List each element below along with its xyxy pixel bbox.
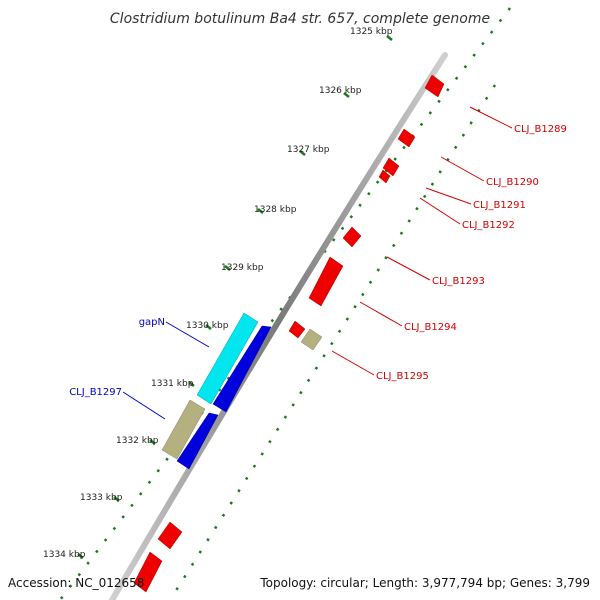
gene-feature-blue-lower[interactable] bbox=[176, 412, 219, 470]
tick-label-1333: 1333 kbp bbox=[80, 493, 123, 503]
reverse-genes bbox=[161, 312, 272, 470]
forward-genes bbox=[133, 74, 445, 593]
gene-label-gapn[interactable]: gapN bbox=[139, 317, 165, 328]
tick-label-1326: 1326 kbp bbox=[319, 86, 362, 96]
gene-label-clj-b1293[interactable]: CLJ_B1293 bbox=[432, 276, 485, 287]
tick-label-1330: 1330 kbp bbox=[186, 321, 229, 331]
tick-label-1328: 1328 kbp bbox=[254, 205, 297, 215]
tick-label-1325: 1325 kbp bbox=[350, 27, 393, 37]
genome-summary-text: Topology: circular; Length: 3,977,794 bp… bbox=[259, 576, 590, 590]
tick-label-1327: 1327 kbp bbox=[287, 145, 330, 155]
genome-backbone bbox=[109, 52, 448, 600]
gene-label-clj-b1290[interactable]: CLJ_B1290 bbox=[486, 177, 539, 188]
gene-feature-clj-b1294[interactable] bbox=[308, 256, 344, 307]
gene-feature-red-lower-1[interactable] bbox=[157, 521, 183, 550]
gene-feature-clj-b1297[interactable] bbox=[161, 399, 206, 460]
inner-tick-track bbox=[168, 84, 497, 600]
outer-tick-track bbox=[59, 7, 511, 600]
gene-label-clj-b1291[interactable]: CLJ_B1291 bbox=[473, 200, 526, 211]
gene-label-clj-b1297[interactable]: CLJ_B1297 bbox=[69, 387, 122, 398]
tick-label-1329: 1329 kbp bbox=[221, 263, 264, 273]
gene-feature-clj-b1292[interactable] bbox=[378, 169, 391, 184]
gene-feature-red-small[interactable] bbox=[288, 320, 306, 339]
major-ticks bbox=[77, 35, 393, 559]
tick-label-1334: 1334 kbp bbox=[43, 550, 86, 560]
gene-feature-gapn[interactable] bbox=[196, 312, 259, 405]
tick-label-1331: 1331 kbp bbox=[151, 379, 194, 389]
gene-feature-clj-b1291[interactable] bbox=[382, 157, 400, 177]
gene-feature-clj-b1295[interactable] bbox=[300, 328, 323, 351]
tick-label-1332: 1332 kbp bbox=[116, 436, 159, 446]
gene-feature-blue-upper[interactable] bbox=[212, 325, 272, 413]
gene-feature-clj-b1293[interactable] bbox=[342, 226, 362, 248]
gene-label-clj-b1295[interactable]: CLJ_B1295 bbox=[376, 371, 429, 382]
gene-feature-clj-b1290[interactable] bbox=[397, 128, 416, 148]
tick-labels: 1325 kbp 1326 kbp 1327 kbp 1328 kbp 1329… bbox=[43, 27, 393, 560]
accession-text: Accession: NC_012658 bbox=[8, 576, 144, 590]
gene-feature-red-lower-2[interactable] bbox=[133, 551, 163, 593]
gene-labels: CLJ_B1289 CLJ_B1290 CLJ_B1291 CLJ_B1292 … bbox=[69, 124, 567, 398]
gene-label-clj-b1292[interactable]: CLJ_B1292 bbox=[462, 220, 515, 231]
gene-label-clj-b1294[interactable]: CLJ_B1294 bbox=[404, 322, 457, 333]
gene-feature-clj-b1289[interactable] bbox=[424, 74, 445, 98]
map-title: Clostridium botulinum Ba4 str. 657, comp… bbox=[110, 11, 490, 27]
gene-label-clj-b1289[interactable]: CLJ_B1289 bbox=[514, 124, 567, 135]
leader-lines bbox=[122, 106, 513, 420]
